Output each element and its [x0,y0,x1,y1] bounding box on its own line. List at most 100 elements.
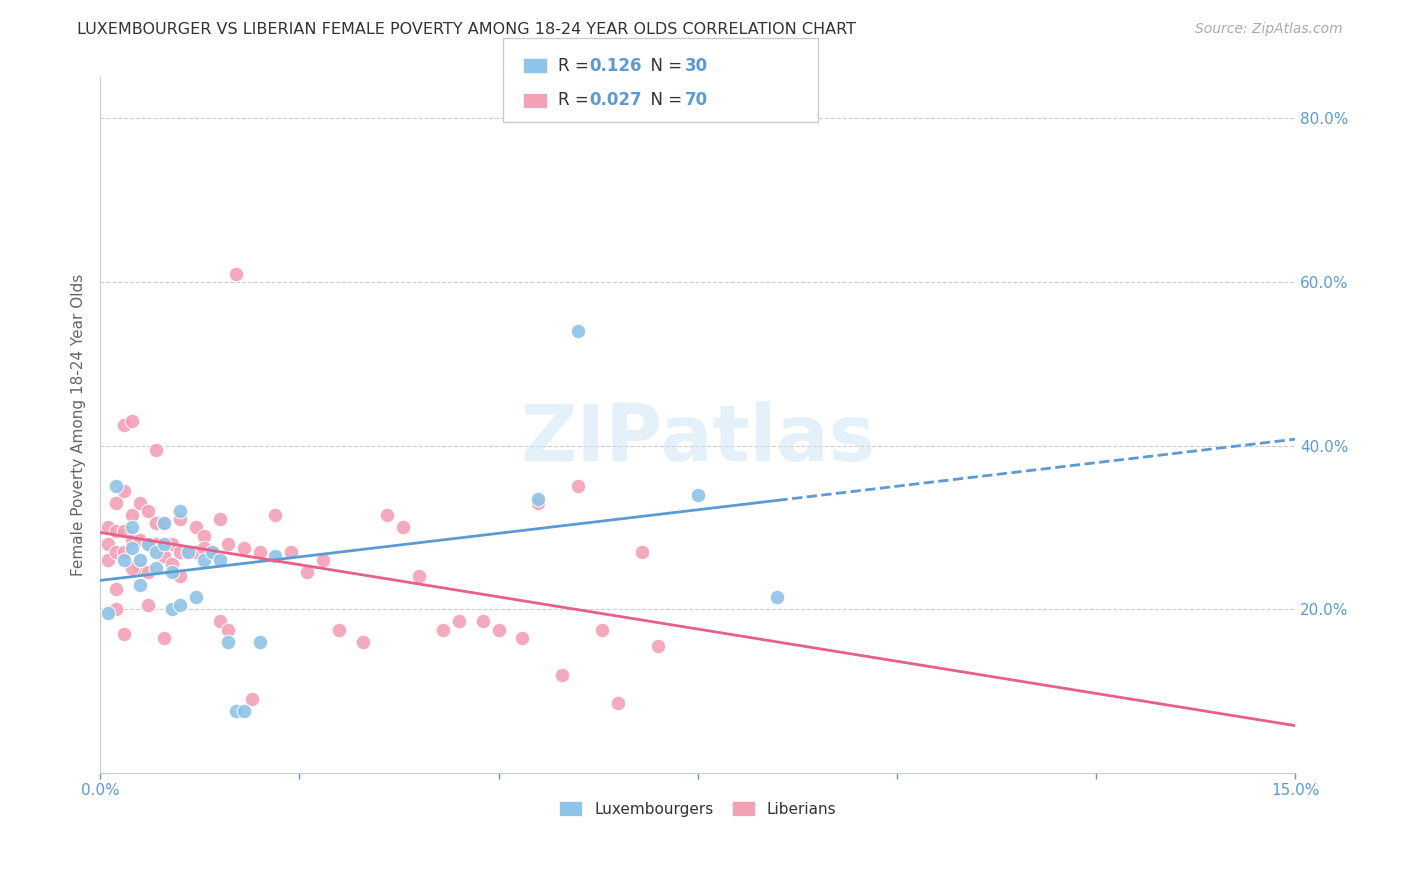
Legend: Luxembourgers, Liberians: Luxembourgers, Liberians [551,793,844,824]
Point [105,479,128,493]
Point [160,537,183,551]
Text: Source: ZipAtlas.com: Source: ZipAtlas.com [1195,22,1343,37]
Point [153,516,176,531]
Point [129,553,152,567]
Point [527,491,550,506]
Point [105,582,128,596]
Point [193,528,215,542]
Text: 0.126: 0.126 [589,57,641,75]
Point [264,549,287,563]
Point [193,541,215,555]
Point [112,626,135,640]
Point [169,598,191,612]
Point [408,569,430,583]
Point [392,520,415,534]
Point [153,631,176,645]
Text: 30: 30 [685,57,707,75]
Point [105,545,128,559]
Text: 70: 70 [685,91,707,110]
Y-axis label: Female Poverty Among 18-24 Year Olds: Female Poverty Among 18-24 Year Olds [72,274,86,576]
Point [240,692,263,706]
Point [121,520,143,534]
Point [112,553,135,567]
Point [105,524,128,539]
Point [447,615,470,629]
Point [136,566,159,580]
Text: R =: R = [558,57,595,75]
Point [169,569,191,583]
Point [160,602,183,616]
Point [217,623,239,637]
Point [153,537,176,551]
Point [153,516,176,531]
Point [193,553,215,567]
Point [352,635,374,649]
Point [312,553,335,567]
Point [217,537,239,551]
Point [177,545,200,559]
Point [591,623,613,637]
Point [184,590,207,604]
Text: N =: N = [640,57,688,75]
Point [225,705,247,719]
Point [145,561,167,575]
Point [129,577,152,591]
Point [112,545,135,559]
Point [512,631,534,645]
Text: LUXEMBOURGER VS LIBERIAN FEMALE POVERTY AMONG 18-24 YEAR OLDS CORRELATION CHART: LUXEMBOURGER VS LIBERIAN FEMALE POVERTY … [77,22,856,37]
Point [97,553,120,567]
Point [105,602,128,616]
Point [527,496,550,510]
Text: N =: N = [640,91,688,110]
Point [160,566,183,580]
Point [169,504,191,518]
Point [121,414,143,428]
Point [145,537,167,551]
Point [145,516,167,531]
Point [328,623,350,637]
Point [136,537,159,551]
Point [551,667,574,681]
Point [129,533,152,547]
Point [136,598,159,612]
Point [375,508,398,522]
Point [631,545,654,559]
Point [129,561,152,575]
Text: R =: R = [558,91,595,110]
Point [136,504,159,518]
Point [232,541,254,555]
Point [169,512,191,526]
Point [686,488,709,502]
Point [232,705,254,719]
Point [249,635,271,649]
Point [184,520,207,534]
Text: ZIPatlas: ZIPatlas [520,401,876,477]
Point [184,545,207,559]
Point [121,561,143,575]
Point [121,541,143,555]
Point [488,623,510,637]
Point [567,479,589,493]
Point [208,553,231,567]
Point [208,615,231,629]
Point [136,537,159,551]
Point [766,590,789,604]
Point [264,508,287,522]
Point [153,549,176,563]
Text: 0.027: 0.027 [589,91,641,110]
Point [208,512,231,526]
Point [112,524,135,539]
Point [217,635,239,649]
Point [201,545,224,559]
Point [112,483,135,498]
Point [567,324,589,338]
Point [160,557,183,571]
Point [121,533,143,547]
Point [432,623,454,637]
Point [121,508,143,522]
Point [112,418,135,433]
Point [97,537,120,551]
Point [201,545,224,559]
Point [607,696,630,710]
Point [97,606,120,620]
